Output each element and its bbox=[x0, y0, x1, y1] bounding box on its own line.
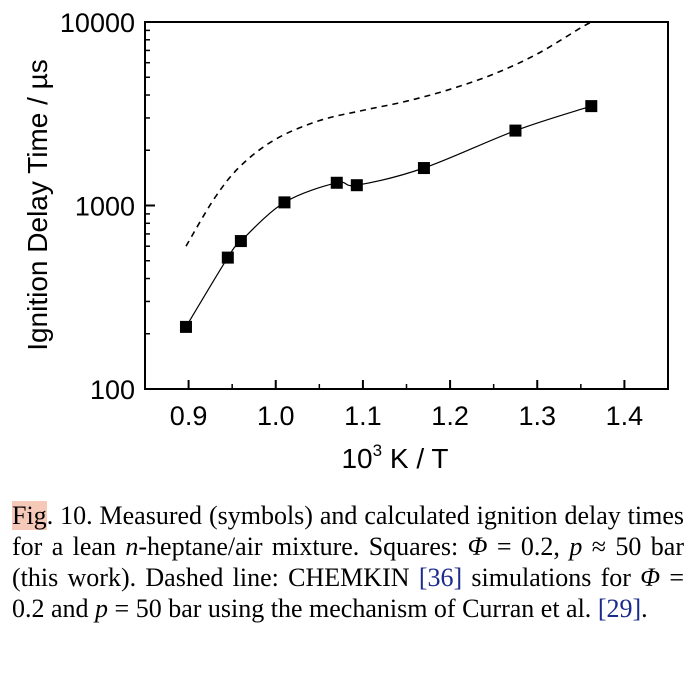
data-point-square bbox=[585, 100, 598, 113]
reference-link-29[interactable]: [29] bbox=[597, 594, 642, 623]
data-point-square bbox=[179, 320, 192, 333]
reference-link-36[interactable]: [36] bbox=[418, 563, 463, 592]
y-axis-label: Ignition Delay Time / µs bbox=[22, 59, 53, 351]
x-tick-label: 1.1 bbox=[344, 401, 382, 431]
plot-frame bbox=[144, 21, 669, 390]
data-point-square bbox=[509, 124, 522, 137]
x-axis-label: 103 K / T bbox=[341, 441, 448, 474]
x-tick-label: 0.9 bbox=[170, 401, 208, 431]
data-point-square bbox=[234, 235, 247, 248]
x-tick-label: 1.2 bbox=[431, 401, 469, 431]
data-point-square bbox=[330, 176, 343, 189]
data-series bbox=[179, 21, 598, 333]
y-tick-label: 1000 bbox=[75, 192, 135, 222]
x-tick-label: 1.3 bbox=[518, 401, 556, 431]
x-tick-label: 1.4 bbox=[606, 401, 644, 431]
caption-fig-word: Fig bbox=[12, 501, 47, 530]
chart: 0.9 1.0 1.1 1.2 1.3 1.4 100 1000 10000 Ignition … bbox=[22, 8, 669, 474]
axis-ticks bbox=[144, 21, 669, 390]
data-point-square bbox=[417, 162, 430, 175]
data-point-square bbox=[350, 179, 363, 192]
data-point-square bbox=[278, 196, 291, 209]
plot-border bbox=[144, 21, 669, 390]
measured-fit-line bbox=[185, 105, 592, 328]
y-tick-label: 100 bbox=[90, 375, 135, 405]
dashed-simulation-line bbox=[185, 21, 592, 247]
data-point-square bbox=[221, 251, 234, 264]
tick-labels: 0.9 1.0 1.1 1.2 1.3 1.4 100 1000 10000 bbox=[60, 8, 643, 431]
y-tick-label: 10000 bbox=[60, 8, 135, 38]
figure-caption: Fig. 10. Measured (symbols) and calculat… bbox=[12, 501, 684, 623]
x-tick-label: 1.0 bbox=[257, 401, 295, 431]
